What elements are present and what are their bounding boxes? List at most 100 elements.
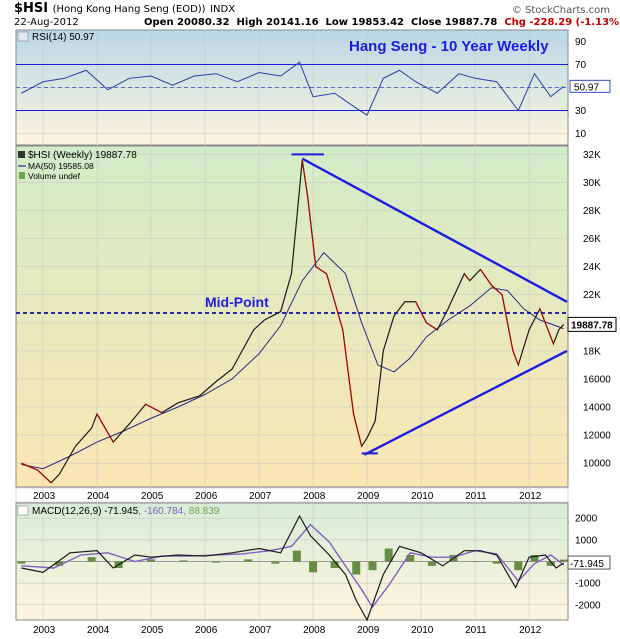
price-panel xyxy=(15,145,569,488)
macd-legend-part: , 88.839 xyxy=(183,506,220,517)
ohlc-summary: Open 20080.32 High 20141.16 Low 19853.42… xyxy=(144,17,620,28)
price-down-segment xyxy=(501,294,514,351)
price-legend-swatch xyxy=(18,151,25,158)
price-y-tick-label: 16000 xyxy=(583,374,611,385)
price-down-segment xyxy=(342,329,355,415)
x-tick-label-top: 2011 xyxy=(465,491,487,502)
price-down-segment xyxy=(334,301,344,330)
macd-signal-line xyxy=(21,523,565,609)
symbol-title: $HSI (Hong Kong Hang Seng (EOD)) INDX xyxy=(14,1,235,16)
macd-histogram-bar xyxy=(368,561,377,571)
x-tick-label-bottom: 2011 xyxy=(465,625,487,636)
x-tick-label-bottom: 2007 xyxy=(249,625,272,636)
x-tick-label-bottom: 2004 xyxy=(87,625,110,636)
triangle-upper-line xyxy=(301,157,568,303)
price-y-tick-label: 24K xyxy=(583,262,601,273)
price-y-tick-label: 12000 xyxy=(583,431,611,442)
close-value: Close 19887.78 xyxy=(410,17,498,28)
macd-histogram-bar xyxy=(427,561,436,566)
price-current-box xyxy=(567,316,617,332)
price-down-segment xyxy=(96,413,114,443)
macd-histogram-bar xyxy=(352,561,361,575)
chart-date: 22-Aug-2012 xyxy=(14,17,79,28)
price-down-segment xyxy=(315,266,327,275)
rsi-legend-swatch xyxy=(17,31,29,42)
macd-histogram-bar xyxy=(211,561,220,563)
macd-histogram-bar xyxy=(292,550,301,562)
rsi-y-tick-label: 10 xyxy=(575,129,587,140)
macd-histogram-bar xyxy=(546,561,555,566)
open-value: Open 20080.32 xyxy=(144,17,230,28)
x-tick-label-bottom: 2009 xyxy=(357,625,380,636)
price-down-segment xyxy=(301,159,309,197)
macd-histogram-bar xyxy=(179,560,188,562)
x-tick-label-bottom: 2006 xyxy=(195,625,218,636)
macd-y-tick-label: 1000 xyxy=(575,535,598,546)
price-down-segment xyxy=(307,196,317,267)
high-value: High 20141.16 xyxy=(236,17,319,28)
x-tick-label-top: 2009 xyxy=(357,491,380,502)
macd-histogram-bar xyxy=(271,561,280,564)
x-tick-label-bottom: 2010 xyxy=(411,625,434,636)
triangle-lower-line xyxy=(363,349,568,456)
x-tick-label-bottom: 2012 xyxy=(519,625,542,636)
rsi-legend: RSI(14) 50.97 xyxy=(32,32,95,43)
x-tick-label-bottom: 2005 xyxy=(141,625,164,636)
price-y-tick-label: 28K xyxy=(583,206,601,217)
macd-histogram-bar xyxy=(530,555,539,562)
macd-histogram-bar xyxy=(17,561,26,564)
macd-legend: MACD(12,26,9) -71.945, -160.784, 88.839 xyxy=(32,506,220,517)
rsi-y-tick-label: 70 xyxy=(575,60,587,71)
macd-legend-part: , -160.784 xyxy=(138,506,183,517)
x-tick-label-top: 2006 xyxy=(195,491,218,502)
price-y-tick-label: 14000 xyxy=(583,403,611,414)
rsi-current-value: 50.97 xyxy=(574,82,599,93)
x-tick-label-top: 2004 xyxy=(87,491,110,502)
exchange: INDX xyxy=(210,4,236,15)
price-y-tick-label: 10000 xyxy=(583,459,611,470)
price-down-segment xyxy=(490,284,503,296)
x-tick-label-top: 2012 xyxy=(519,491,542,502)
volume-legend: Volume undef xyxy=(28,171,81,181)
macd-histogram-bar xyxy=(471,561,480,562)
x-tick-label-top: 2003 xyxy=(33,491,56,502)
x-tick-label-bottom: 2003 xyxy=(33,625,56,636)
price-y-tick-label: 30K xyxy=(583,178,601,189)
price-y-tick-label: 18K xyxy=(583,346,601,357)
macd-y-tick-label: -2000 xyxy=(575,600,601,611)
macd-line xyxy=(21,514,565,622)
symbol: $HSI xyxy=(14,1,49,16)
price-down-segment xyxy=(353,413,363,447)
copyright: © StockCharts.com xyxy=(511,5,610,16)
low-value: Low 19853.42 xyxy=(325,17,405,28)
price-down-segment xyxy=(21,462,38,471)
price-down-segment xyxy=(145,403,163,414)
price-legend: $HSI (Weekly) 19887.78 xyxy=(28,150,137,161)
rsi-y-tick-label: 90 xyxy=(575,37,587,48)
price-down-segment xyxy=(463,273,471,282)
macd-y-tick-label: 2000 xyxy=(575,514,598,525)
volume-legend-swatch xyxy=(19,172,25,179)
macd-current-value: -71.945 xyxy=(570,559,604,570)
macd-histogram-bar xyxy=(147,559,156,562)
x-tick-label-bottom: 2008 xyxy=(303,625,326,636)
macd-histogram-bar xyxy=(330,561,339,568)
macd-histogram-bar xyxy=(384,548,393,562)
macd-histogram-bar xyxy=(87,557,96,562)
midpoint-label: Mid-Point xyxy=(205,294,269,310)
rsi-y-tick-label: 30 xyxy=(575,106,587,117)
macd-y-tick-label: -1000 xyxy=(575,579,601,590)
macd-histogram-bar xyxy=(492,561,501,564)
x-tick-label-top: 2008 xyxy=(303,491,326,502)
macd-histogram-bar xyxy=(309,561,318,573)
x-tick-label-top: 2007 xyxy=(249,491,272,502)
macd-current-box xyxy=(567,555,611,570)
price-y-tick-label: 22K xyxy=(583,290,601,301)
price-down-segment xyxy=(326,273,336,302)
change-value: Chg -228.29 (-1.13%) xyxy=(504,17,620,28)
ma50-line xyxy=(21,251,564,470)
rsi-current-box xyxy=(569,79,611,93)
price-current-value: 19887.78 xyxy=(571,320,613,331)
symbol-name: (Hong Kong Hang Seng (EOD)) xyxy=(52,4,206,15)
